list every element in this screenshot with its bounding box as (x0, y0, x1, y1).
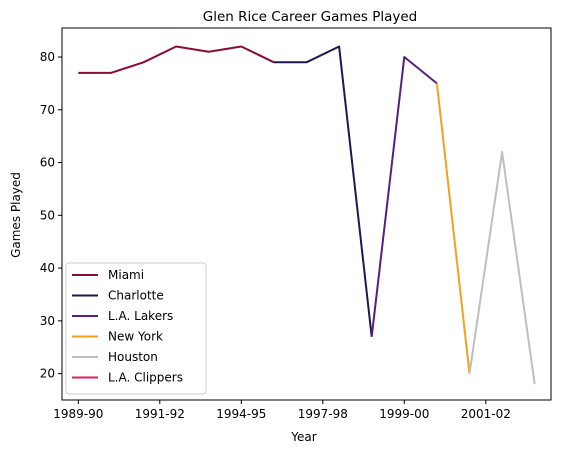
legend-label: L.A. Lakers (108, 309, 173, 323)
legend-label: Charlotte (108, 289, 164, 303)
legend: Miami Charlotte L.A. Lakers New York Houston… (65, 262, 207, 395)
y-tick-label: 50 (40, 208, 55, 222)
legend-label: Miami (108, 268, 144, 282)
x-tick-label: 1989-90 (53, 407, 103, 421)
legend-label: L.A. Clippers (108, 371, 183, 385)
plot-frame (61, 27, 552, 401)
x-tick-label: 1997-98 (298, 407, 348, 421)
x-tick-label: 1991-92 (135, 407, 185, 421)
plot-area (61, 27, 552, 401)
x-tick-label: 1994-95 (216, 407, 266, 421)
series-line-miami (78, 45, 275, 74)
legend-label: Houston (108, 350, 158, 364)
chart-title: Glen Rice Career Games Played (203, 9, 417, 25)
y-tick-label: 60 (40, 156, 55, 170)
y-tick-label: 40 (40, 261, 55, 275)
y-tick-label: 30 (40, 314, 55, 328)
y-axis-label: Games Played (9, 172, 23, 258)
y-axis: 20 30 40 50 60 70 80 (40, 50, 62, 381)
y-tick-label: 70 (40, 103, 55, 117)
series-line-houston (468, 151, 536, 385)
x-tick-label: 1999-00 (379, 407, 429, 421)
y-tick-label: 20 (40, 367, 55, 381)
x-axis: 1989-90 1991-92 1994-95 1997-98 1999-00 2001-… (53, 400, 511, 421)
x-tick-label: 2001-02 (461, 407, 511, 421)
series-line-l-a-lakers (370, 56, 438, 337)
series-line-new-york (435, 83, 471, 374)
series-line-charlotte (273, 45, 373, 337)
legend-label: New York (108, 330, 163, 344)
y-tick-label: 80 (40, 50, 55, 64)
x-axis-label: Year (290, 430, 316, 444)
legend-box (65, 262, 207, 395)
series-lines (78, 45, 536, 385)
